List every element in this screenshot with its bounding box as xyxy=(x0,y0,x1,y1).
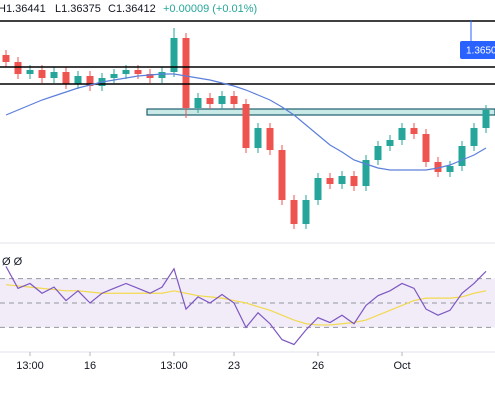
price-tag-label: 1.3650 xyxy=(466,46,495,57)
candle-body xyxy=(302,200,310,224)
candle-body xyxy=(206,98,214,104)
x-tick-label: 23 xyxy=(228,360,240,372)
candle-body xyxy=(278,150,286,200)
candle-body xyxy=(74,76,82,84)
candle-body xyxy=(386,140,394,146)
rsi-ma xyxy=(5,284,487,326)
candle-body xyxy=(266,128,274,150)
candle-body xyxy=(194,98,202,108)
candle-body xyxy=(146,74,154,78)
candle-body xyxy=(470,128,478,146)
candle-body xyxy=(14,62,22,74)
candle-body xyxy=(290,200,298,224)
candle-body xyxy=(110,74,118,78)
price-tag-box xyxy=(460,41,495,59)
x-tick-label: 13:00 xyxy=(16,360,44,372)
candle-body xyxy=(338,176,346,184)
candle-body xyxy=(26,70,34,74)
candle-body xyxy=(254,128,262,148)
x-tick-label: 13:00 xyxy=(160,360,188,372)
candle-body xyxy=(38,70,46,78)
candle-body xyxy=(422,134,430,162)
ohlc-header: H1.36441 L1.36375 C1.36412 +0.00009 (+0.… xyxy=(0,3,257,15)
header-high: H1.36441 xyxy=(0,3,46,15)
candle-body xyxy=(182,38,190,108)
candle-body xyxy=(398,128,406,140)
candle-body xyxy=(134,70,142,74)
candle-body xyxy=(158,72,166,78)
candle-body xyxy=(350,176,358,186)
candle-body xyxy=(314,178,322,200)
header-low: L1.36375 xyxy=(55,3,101,15)
candle-body xyxy=(62,72,70,84)
candle-body xyxy=(374,146,382,160)
candle-body xyxy=(2,55,10,62)
candle-body xyxy=(86,76,94,86)
candle-body xyxy=(362,160,370,186)
candle-body xyxy=(458,146,466,166)
zone xyxy=(146,108,495,116)
candle-body xyxy=(446,166,454,172)
candle-body xyxy=(230,96,238,104)
header-close: C1.36412 xyxy=(108,3,156,15)
x-tick-label: 16 xyxy=(84,360,96,372)
candle-body xyxy=(482,110,490,128)
candle-body xyxy=(242,104,250,148)
header-change: +0.00009 (+0.01%) xyxy=(163,3,257,15)
candle-body xyxy=(410,128,418,134)
moving-average xyxy=(5,73,487,171)
candle-body xyxy=(326,178,334,184)
rsi-line xyxy=(5,266,487,346)
candle-body xyxy=(170,38,178,72)
candle-body xyxy=(122,70,130,74)
candle-body xyxy=(218,96,226,104)
candle-body xyxy=(50,72,58,78)
x-tick-label: 26 xyxy=(312,360,324,372)
candle-body xyxy=(434,162,442,172)
x-tick-label: Oct xyxy=(393,360,410,372)
rsi-legend: Ø Ø xyxy=(2,256,23,268)
